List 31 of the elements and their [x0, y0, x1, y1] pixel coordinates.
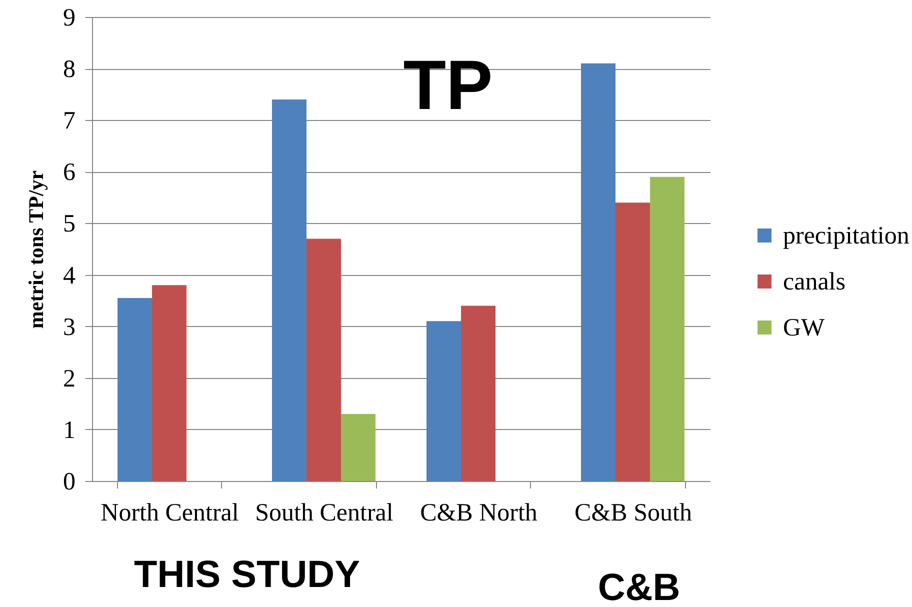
chart-title: TP	[403, 46, 493, 124]
bar	[341, 414, 376, 481]
y-tick-label: 9	[63, 4, 76, 32]
text: THIS STUDY	[134, 554, 360, 596]
bar	[306, 238, 342, 481]
y-tick-label: 2	[63, 365, 76, 392]
y-tick-label: 8	[63, 56, 76, 84]
y-tick-label: 0	[63, 468, 76, 496]
bar	[461, 306, 496, 481]
y-tick-label: 3	[63, 314, 76, 341]
y-axis-title: metric tons TP/yr	[24, 170, 48, 329]
x-tick-label: South Central	[255, 500, 394, 526]
legend-label: precipitation	[783, 222, 910, 250]
x-tick-label: C&B North	[420, 500, 538, 526]
x-tick-label: North Central	[100, 500, 239, 526]
bar	[615, 202, 650, 481]
y-tick-label: 5	[63, 210, 76, 238]
y-tick-label: 6	[63, 159, 76, 186]
y-tick-label: 7	[63, 108, 76, 135]
legend-label: GW	[783, 314, 826, 342]
bar	[272, 99, 306, 481]
bar	[580, 63, 616, 481]
legend-label: canals	[783, 268, 846, 296]
bar	[426, 321, 461, 481]
y-tick-label: 1	[63, 416, 76, 444]
y-tick-label: 4	[63, 262, 76, 290]
bar	[650, 176, 685, 481]
bar	[152, 285, 187, 481]
x-tick-label: C&B South	[574, 500, 692, 526]
bar	[117, 298, 152, 481]
text: C&B	[598, 567, 680, 607]
